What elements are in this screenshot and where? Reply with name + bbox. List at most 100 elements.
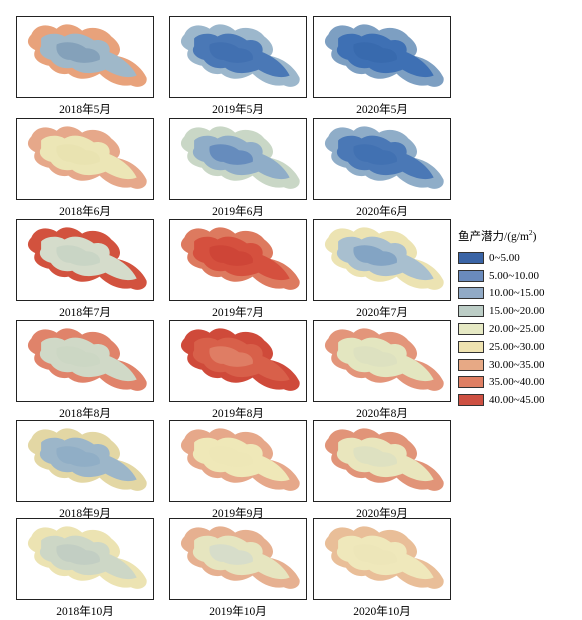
legend-item: 30.00~35.00 bbox=[458, 356, 544, 374]
map-panel bbox=[313, 118, 451, 200]
lake-core bbox=[56, 144, 101, 165]
panel-caption: 2018年5月 bbox=[59, 104, 111, 116]
lake-core bbox=[56, 544, 101, 565]
lake-map bbox=[27, 24, 147, 87]
lake-core bbox=[353, 446, 398, 467]
map-panel bbox=[169, 420, 307, 502]
lake-core bbox=[353, 245, 398, 266]
lake-map bbox=[180, 328, 300, 391]
map-panel bbox=[169, 219, 307, 301]
map-panel bbox=[169, 118, 307, 200]
panel-caption: 2020年10月 bbox=[353, 606, 411, 618]
legend-label: 10.00~15.00 bbox=[489, 287, 545, 300]
legend-swatch bbox=[458, 269, 484, 282]
lake-map bbox=[27, 428, 147, 491]
legend-title: 鱼产潜力/(g/m2) bbox=[458, 228, 537, 243]
legend-swatch bbox=[458, 287, 484, 300]
panel-caption: 2019年8月 bbox=[212, 408, 264, 420]
lake-map bbox=[27, 227, 147, 290]
lake-core bbox=[56, 245, 101, 266]
lake-map bbox=[324, 24, 444, 87]
legend-item: 20.00~25.00 bbox=[458, 320, 544, 338]
legend-item: 10.00~15.00 bbox=[458, 285, 544, 303]
map-panel bbox=[16, 420, 154, 502]
legend-item: 40.00~45.00 bbox=[458, 391, 544, 409]
lake-core bbox=[353, 144, 398, 165]
panel-caption: 2019年10月 bbox=[209, 606, 267, 618]
panel-caption: 2020年8月 bbox=[356, 408, 408, 420]
panel-caption: 2018年9月 bbox=[59, 508, 111, 520]
legend-label: 35.00~40.00 bbox=[489, 376, 545, 389]
panel-caption: 2020年9月 bbox=[356, 508, 408, 520]
map-panel bbox=[169, 16, 307, 98]
lake-map bbox=[324, 227, 444, 290]
lake-map bbox=[180, 126, 300, 189]
map-panel bbox=[16, 118, 154, 200]
legend-swatch bbox=[458, 394, 484, 407]
legend-label: 15.00~20.00 bbox=[489, 305, 545, 318]
lake-core bbox=[209, 144, 254, 165]
panel-caption: 2019年7月 bbox=[212, 307, 264, 319]
legend: 鱼产潜力/(g/m2) 0~5.00 5.00~10.00 10.00~15.00 1… bbox=[458, 228, 544, 409]
panel-caption: 2018年10月 bbox=[56, 606, 114, 618]
map-panel bbox=[313, 219, 451, 301]
lake-core bbox=[353, 544, 398, 565]
map-panel bbox=[313, 320, 451, 402]
map-panel bbox=[313, 16, 451, 98]
panel-caption: 2019年5月 bbox=[212, 104, 264, 116]
lake-core bbox=[56, 446, 101, 467]
lake-core bbox=[56, 42, 101, 63]
panel-caption: 2019年9月 bbox=[212, 508, 264, 520]
lake-core bbox=[353, 42, 398, 63]
lake-map bbox=[180, 526, 300, 589]
lake-core bbox=[56, 346, 101, 367]
map-panel bbox=[16, 219, 154, 301]
lake-core bbox=[209, 245, 254, 266]
lake-map bbox=[324, 328, 444, 391]
lake-map bbox=[180, 428, 300, 491]
legend-swatch bbox=[458, 376, 484, 389]
lake-map bbox=[27, 328, 147, 391]
map-panel bbox=[313, 420, 451, 502]
legend-label: 25.00~30.00 bbox=[489, 340, 545, 353]
legend-item: 5.00~10.00 bbox=[458, 267, 544, 285]
lake-core bbox=[353, 346, 398, 367]
legend-label: 30.00~35.00 bbox=[489, 358, 545, 371]
map-panel bbox=[16, 320, 154, 402]
panel-caption: 2020年5月 bbox=[356, 104, 408, 116]
legend-swatch bbox=[458, 323, 484, 336]
lake-core bbox=[209, 544, 254, 565]
legend-label: 40.00~45.00 bbox=[489, 394, 545, 407]
lake-core bbox=[209, 446, 254, 467]
legend-swatch bbox=[458, 251, 484, 264]
lake-map bbox=[180, 24, 300, 87]
map-panel bbox=[313, 518, 451, 600]
panel-caption: 2019年6月 bbox=[212, 206, 264, 218]
legend-item: 25.00~30.00 bbox=[458, 338, 544, 356]
panel-caption: 2018年6月 bbox=[59, 206, 111, 218]
legend-label: 5.00~10.00 bbox=[489, 269, 539, 282]
map-panel bbox=[16, 16, 154, 98]
lake-core bbox=[209, 346, 254, 367]
lake-map bbox=[27, 526, 147, 589]
legend-swatch bbox=[458, 358, 484, 371]
legend-item: 15.00~20.00 bbox=[458, 302, 544, 320]
map-panel bbox=[16, 518, 154, 600]
legend-label: 20.00~25.00 bbox=[489, 323, 545, 336]
lake-core bbox=[209, 42, 254, 63]
lake-map bbox=[324, 526, 444, 589]
legend-item: 35.00~40.00 bbox=[458, 374, 544, 392]
legend-swatch bbox=[458, 340, 484, 353]
panel-caption: 2018年8月 bbox=[59, 408, 111, 420]
lake-map bbox=[324, 126, 444, 189]
panel-caption: 2018年7月 bbox=[59, 307, 111, 319]
lake-map bbox=[27, 126, 147, 189]
map-panel bbox=[169, 320, 307, 402]
lake-map bbox=[180, 227, 300, 290]
legend-item: 0~5.00 bbox=[458, 249, 544, 267]
legend-swatch bbox=[458, 305, 484, 318]
lake-map bbox=[324, 428, 444, 491]
map-panel bbox=[169, 518, 307, 600]
panel-caption: 2020年7月 bbox=[356, 307, 408, 319]
panel-caption: 2020年6月 bbox=[356, 206, 408, 218]
